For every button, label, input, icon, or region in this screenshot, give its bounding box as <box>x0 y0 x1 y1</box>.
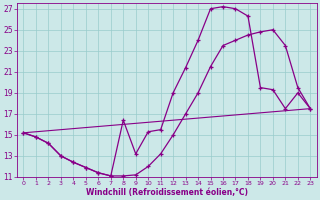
X-axis label: Windchill (Refroidissement éolien,°C): Windchill (Refroidissement éolien,°C) <box>86 188 248 197</box>
